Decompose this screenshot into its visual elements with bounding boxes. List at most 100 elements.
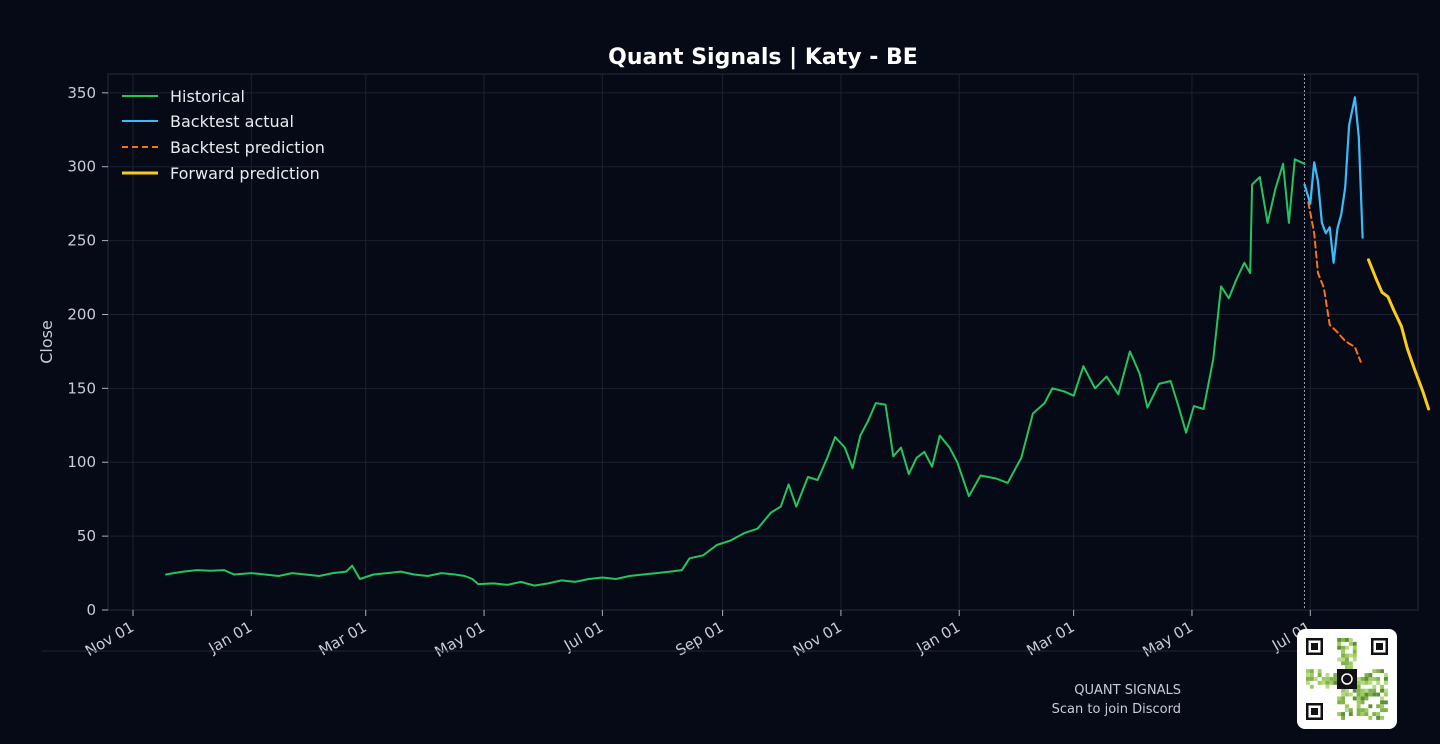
qr-module xyxy=(1372,669,1377,674)
qr-module xyxy=(1345,708,1349,713)
qr-module xyxy=(1325,673,1330,677)
legend-label-forward-prediction: Forward prediction xyxy=(170,164,320,183)
qr-module xyxy=(1352,645,1357,650)
qr-module xyxy=(1337,657,1342,662)
qr-module xyxy=(1337,712,1342,716)
qr-module xyxy=(1364,673,1369,677)
qr-module xyxy=(1376,712,1381,716)
qr-module xyxy=(1329,677,1334,681)
qr-module xyxy=(1352,657,1357,662)
qr-module xyxy=(1341,700,1345,705)
qr-module xyxy=(1345,657,1349,662)
qr-module xyxy=(1364,712,1369,716)
qr-module xyxy=(1352,688,1357,693)
qr-module xyxy=(1360,677,1365,681)
y-tick-label: 100 xyxy=(67,453,96,471)
qr-module xyxy=(1360,700,1365,705)
discord-qr-code[interactable] xyxy=(1297,629,1397,729)
qr-module xyxy=(1341,649,1345,654)
legend: Historical Backtest actual Backtest pred… xyxy=(122,87,325,183)
qr-module xyxy=(1372,692,1377,697)
qr-module xyxy=(1364,677,1369,681)
qr-module xyxy=(1341,661,1345,666)
qr-module xyxy=(1317,673,1322,677)
qr-module xyxy=(1333,680,1338,685)
qr-module xyxy=(1341,712,1345,716)
qr-module xyxy=(1341,716,1345,720)
series-line-backtest-prediction xyxy=(1307,201,1362,363)
qr-module xyxy=(1348,692,1353,697)
qr-module xyxy=(1348,665,1353,670)
qr-module xyxy=(1337,638,1342,642)
qr-module xyxy=(1356,692,1361,697)
legend-label-backtest-actual: Backtest actual xyxy=(170,112,294,131)
y-axis: 0 50 100 150 200 250 300 350 xyxy=(67,84,108,619)
qr-module xyxy=(1345,653,1349,658)
qr-module xyxy=(1364,696,1369,701)
qr-module xyxy=(1352,653,1357,658)
qr-module xyxy=(1309,677,1314,681)
footer-brand: QUANT SIGNALS xyxy=(1074,683,1181,698)
qr-module xyxy=(1317,680,1322,685)
qr-module xyxy=(1348,653,1353,658)
qr-module xyxy=(1348,638,1353,642)
qr-finder-top-right xyxy=(1371,638,1388,655)
qr-module xyxy=(1325,680,1330,685)
qr-module xyxy=(1341,696,1345,701)
qr-module xyxy=(1376,692,1381,697)
qr-module xyxy=(1333,677,1338,681)
qr-module xyxy=(1345,645,1349,650)
qr-module xyxy=(1337,696,1342,701)
qr-module xyxy=(1352,649,1357,654)
qr-module xyxy=(1384,692,1388,697)
plot-area xyxy=(107,73,1419,611)
qr-module xyxy=(1384,677,1388,681)
qr-module xyxy=(1360,712,1365,716)
qr-module xyxy=(1368,716,1373,720)
series-line-forward-prediction xyxy=(1367,258,1431,411)
qr-module xyxy=(1333,673,1338,677)
qr-module xyxy=(1364,692,1369,697)
legend-label-historical: Historical xyxy=(170,87,245,106)
footer-caption: Scan to join Discord xyxy=(1052,702,1181,717)
qr-module xyxy=(1364,708,1369,713)
qr-module xyxy=(1380,688,1384,693)
qr-module xyxy=(1352,696,1357,701)
qr-module xyxy=(1360,688,1365,693)
qr-module xyxy=(1384,680,1388,685)
qr-module xyxy=(1368,673,1373,677)
qr-module xyxy=(1356,677,1361,681)
qr-module xyxy=(1356,684,1361,689)
y-tick-label: 150 xyxy=(67,379,96,397)
qr-module xyxy=(1348,641,1353,646)
qr-module xyxy=(1380,716,1384,720)
qr-module xyxy=(1356,680,1361,685)
qr-finder-bottom-left xyxy=(1306,703,1323,720)
qr-module xyxy=(1380,696,1384,701)
qr-module xyxy=(1321,680,1326,685)
qr-module xyxy=(1384,688,1388,693)
y-axis-label: Close xyxy=(37,320,56,364)
qr-module xyxy=(1345,661,1349,666)
qr-module xyxy=(1368,704,1373,709)
qr-module xyxy=(1329,680,1334,685)
qr-module xyxy=(1384,708,1388,713)
qr-module xyxy=(1341,688,1345,693)
qr-module xyxy=(1356,688,1361,693)
qr-module xyxy=(1341,657,1345,662)
qr-module xyxy=(1356,696,1361,701)
y-tick-label: 0 xyxy=(86,601,96,619)
chart-title: Quant Signals | Katy - BE xyxy=(608,45,918,70)
qr-module xyxy=(1306,680,1310,685)
qr-module xyxy=(1368,688,1373,693)
qr-module xyxy=(1384,700,1388,705)
qr-module xyxy=(1380,700,1384,705)
qr-module xyxy=(1356,704,1361,709)
qr-module xyxy=(1348,712,1353,716)
series-line-historical xyxy=(165,158,1306,587)
series-line-backtest-actual xyxy=(1303,96,1364,264)
qr-module xyxy=(1313,677,1318,681)
qr-module xyxy=(1309,669,1314,674)
qr-module xyxy=(1376,704,1381,709)
